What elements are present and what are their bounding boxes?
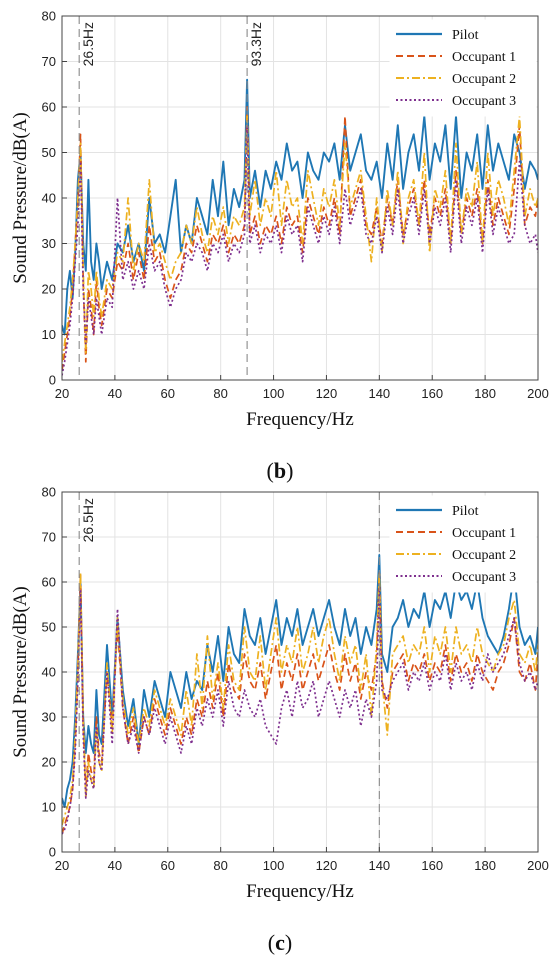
legend-label: Pilot (452, 504, 479, 519)
series-line-occupant-1 (62, 572, 538, 835)
x-tick-label: 20 (55, 858, 69, 873)
x-tick-label: 140 (368, 858, 390, 873)
y-tick-label: 20 (42, 755, 56, 770)
y-tick-label: 60 (42, 575, 56, 590)
y-tick-label: 80 (42, 485, 56, 500)
x-tick-label: 80 (213, 858, 227, 873)
x-tick-label: 180 (474, 386, 496, 401)
x-tick-label: 40 (108, 386, 122, 401)
y-tick-label: 50 (42, 620, 56, 635)
x-tick-label: 20 (55, 386, 69, 401)
x-tick-label: 120 (316, 858, 338, 873)
legend-label: Pilot (452, 28, 479, 43)
figure-caption: (b) (267, 458, 294, 483)
x-tick-label: 100 (263, 858, 285, 873)
y-tick-label: 60 (42, 100, 56, 115)
y-tick-label: 40 (42, 665, 56, 680)
legend-label: Occupant 1 (452, 50, 516, 65)
y-tick-label: 0 (49, 373, 56, 388)
x-tick-label: 80 (213, 386, 227, 401)
y-tick-label: 40 (42, 191, 56, 206)
chart-panel-c: 26.5Hz 20 40 60 80 100 120 140 160 180 200 0 10 20 30 4… (10, 485, 549, 956)
legend-label: Occupant 3 (452, 570, 516, 585)
chart-panel-b: 26.5Hz 93.3Hz 20 40 60 80 100 120 140 160 180 200 0 1… (10, 9, 549, 484)
legend-label: Occupant 2 (452, 72, 516, 87)
x-tick-label: 200 (527, 386, 549, 401)
x-tick-label: 180 (474, 858, 496, 873)
y-tick-label: 10 (42, 327, 56, 342)
series-line-pilot (62, 78, 538, 336)
y-tick-label: 50 (42, 145, 56, 160)
y-axis-label: Sound Pressure/dB(A) (10, 586, 31, 758)
series-line-occupant-1 (62, 106, 538, 372)
series-line-occupant-2 (62, 115, 538, 362)
x-tick-label: 140 (368, 386, 390, 401)
x-axis-label: Frequency/Hz (246, 409, 354, 430)
annotation-label: 93.3Hz (248, 22, 264, 66)
x-axis-label: Frequency/Hz (246, 881, 354, 902)
y-axis-label: Sound Pressure/dB(A) (10, 112, 31, 284)
legend-label: Occupant 2 (452, 548, 516, 563)
x-tick-label: 40 (108, 858, 122, 873)
series-line-occupant-3 (62, 124, 538, 376)
annotation-label: 26.5Hz (80, 22, 96, 66)
y-tick-label: 10 (42, 800, 56, 815)
y-tick-label: 70 (42, 54, 56, 69)
figure-caption: (c) (268, 930, 292, 955)
x-tick-label: 100 (263, 386, 285, 401)
legend-label: Occupant 3 (452, 94, 516, 109)
series-line-pilot (62, 554, 538, 808)
x-tick-label: 60 (161, 386, 175, 401)
x-tick-label: 160 (421, 858, 443, 873)
legend-label: Occupant 1 (452, 526, 516, 541)
x-tick-label: 200 (527, 858, 549, 873)
annotation-label: 26.5Hz (80, 498, 96, 542)
y-tick-label: 70 (42, 530, 56, 545)
y-tick-label: 30 (42, 710, 56, 725)
x-tick-label: 160 (421, 386, 443, 401)
y-tick-label: 30 (42, 236, 56, 251)
y-tick-label: 20 (42, 282, 56, 297)
y-tick-label: 0 (49, 845, 56, 860)
x-tick-label: 120 (316, 386, 338, 401)
x-tick-label: 60 (161, 858, 175, 873)
y-tick-label: 80 (42, 9, 56, 24)
